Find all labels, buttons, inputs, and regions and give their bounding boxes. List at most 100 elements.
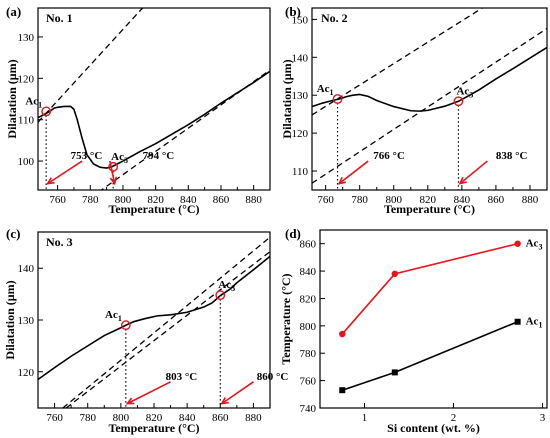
- x-tick-label: 800: [385, 194, 402, 206]
- x-tick-label: 760: [49, 194, 66, 206]
- marker-circle: [215, 290, 226, 301]
- arrow-head: [46, 177, 55, 185]
- annotation-label: 766 °C: [373, 150, 405, 162]
- arrow-head: [337, 177, 347, 185]
- x-tick-label: 880: [522, 194, 539, 206]
- y-axis-label: Dilatation (μm): [5, 59, 19, 138]
- y-tick-label: 860: [300, 239, 317, 251]
- series-line-1: [62, 236, 270, 408]
- arrow-head: [220, 397, 229, 405]
- arrow-head: [458, 176, 467, 185]
- y-tick-label: 780: [300, 348, 317, 360]
- arrow-head: [109, 176, 118, 186]
- annotation-arrow: [126, 381, 171, 405]
- x-tick-label: 840: [179, 412, 196, 424]
- plot-frame: [37, 7, 271, 191]
- x-tick-label: 860: [213, 194, 230, 206]
- annotation-arrow: [338, 160, 369, 185]
- marker-label: Ac1: [317, 83, 334, 97]
- series-line-1: [38, 8, 144, 123]
- x-tick-label: 820: [146, 412, 163, 424]
- series-line-2: [65, 251, 270, 408]
- plot-frame: [37, 231, 271, 409]
- marker-label: Ac1: [105, 309, 122, 323]
- panel-tag: (c): [6, 226, 20, 241]
- marker-circle: [108, 161, 119, 172]
- series-end-label: Ac3: [526, 238, 543, 252]
- x-axis-label: Temperature (°C): [108, 202, 199, 216]
- x-tick-label: 860: [488, 194, 505, 206]
- x-tick-label: 1: [362, 412, 368, 424]
- x-tick-label: 820: [420, 194, 437, 206]
- y-tick-label: 800: [300, 321, 317, 333]
- x-tick-label: 760: [46, 412, 63, 424]
- y-tick-label: 760: [300, 376, 317, 388]
- y-axis-label: Temperature (°C): [279, 273, 293, 364]
- plot-area: [341, 242, 518, 391]
- x-tick-label: 880: [245, 194, 262, 206]
- plot-frame: [319, 229, 548, 409]
- annotation-arrow: [221, 381, 254, 405]
- annotation-label: 838 °C: [496, 150, 528, 162]
- annotation-label: 803 °C: [166, 371, 198, 383]
- data-point: [339, 330, 346, 338]
- y-tick-label: 140: [18, 263, 35, 275]
- y-axis-label: Dilatation (μm): [280, 59, 294, 138]
- x-tick-label: 2: [451, 412, 457, 424]
- panel-label: No. 1: [46, 11, 73, 25]
- x-tick-label: 800: [113, 412, 130, 424]
- panel-tag: (b): [285, 4, 301, 19]
- y-tick-label: 110: [18, 115, 35, 127]
- annotation-arrow: [459, 160, 488, 185]
- series-line-2: [312, 27, 547, 184]
- y-tick-label: 840: [300, 266, 317, 278]
- x-tick-label: 840: [180, 194, 197, 206]
- panel-tag: (d): [285, 226, 301, 241]
- x-axis-label: Si content (wt. %): [387, 421, 480, 435]
- data-point: [339, 387, 346, 394]
- x-axis-label: Temperature (°C): [384, 202, 475, 216]
- x-tick-label: 780: [351, 194, 368, 206]
- annotation-label: 860 °C: [257, 371, 289, 383]
- y-tick-label: 130: [18, 32, 35, 44]
- data-point: [391, 270, 398, 278]
- marker-circle: [453, 96, 464, 107]
- plot-area: [38, 236, 270, 408]
- annotation-arrow: [109, 160, 116, 184]
- plot-area: [38, 8, 270, 190]
- series-end-label: Ac1: [526, 316, 543, 330]
- x-tick-label: 780: [82, 194, 99, 206]
- annotation-arrow: [47, 160, 83, 185]
- y-tick-label: 130: [292, 90, 309, 102]
- data-point: [514, 240, 521, 247]
- data-point: [514, 318, 521, 325]
- marker-circle: [41, 106, 52, 117]
- marker-label: Ac3: [218, 279, 235, 293]
- x-tick-label: 780: [79, 412, 96, 424]
- series-line-0: [312, 46, 547, 112]
- series-line-1: [312, 8, 483, 116]
- x-tick-label: 3: [540, 412, 546, 424]
- panel-tag: (a): [6, 4, 21, 19]
- marker-circle: [332, 94, 343, 104]
- x-tick-label: 820: [147, 194, 164, 206]
- series-line-0: [341, 242, 518, 335]
- y-tick-label: 150: [292, 14, 309, 26]
- arrow-head: [125, 397, 135, 405]
- marker-label: Ac3: [456, 85, 473, 99]
- marker-label: Ac3: [111, 151, 128, 165]
- plot-frame: [311, 7, 548, 191]
- series-line-0: [38, 255, 270, 381]
- x-tick-label: 800: [115, 194, 132, 206]
- panel-label: No. 2: [321, 11, 348, 25]
- panel-2: 760 780 800 820 840 860 880 120 130 140 Temperatur…: [3, 226, 288, 435]
- marker-circle: [120, 320, 131, 331]
- y-tick-label: 120: [292, 128, 309, 140]
- y-tick-label: 140: [292, 52, 309, 64]
- y-axis-label: Dilatation (μm): [3, 280, 17, 359]
- marker-label: Ac1: [25, 95, 42, 109]
- data-point: [391, 369, 398, 376]
- series-line-0: [38, 70, 270, 169]
- x-tick-label: 840: [454, 194, 471, 206]
- annotation-label: 794 °C: [143, 150, 175, 162]
